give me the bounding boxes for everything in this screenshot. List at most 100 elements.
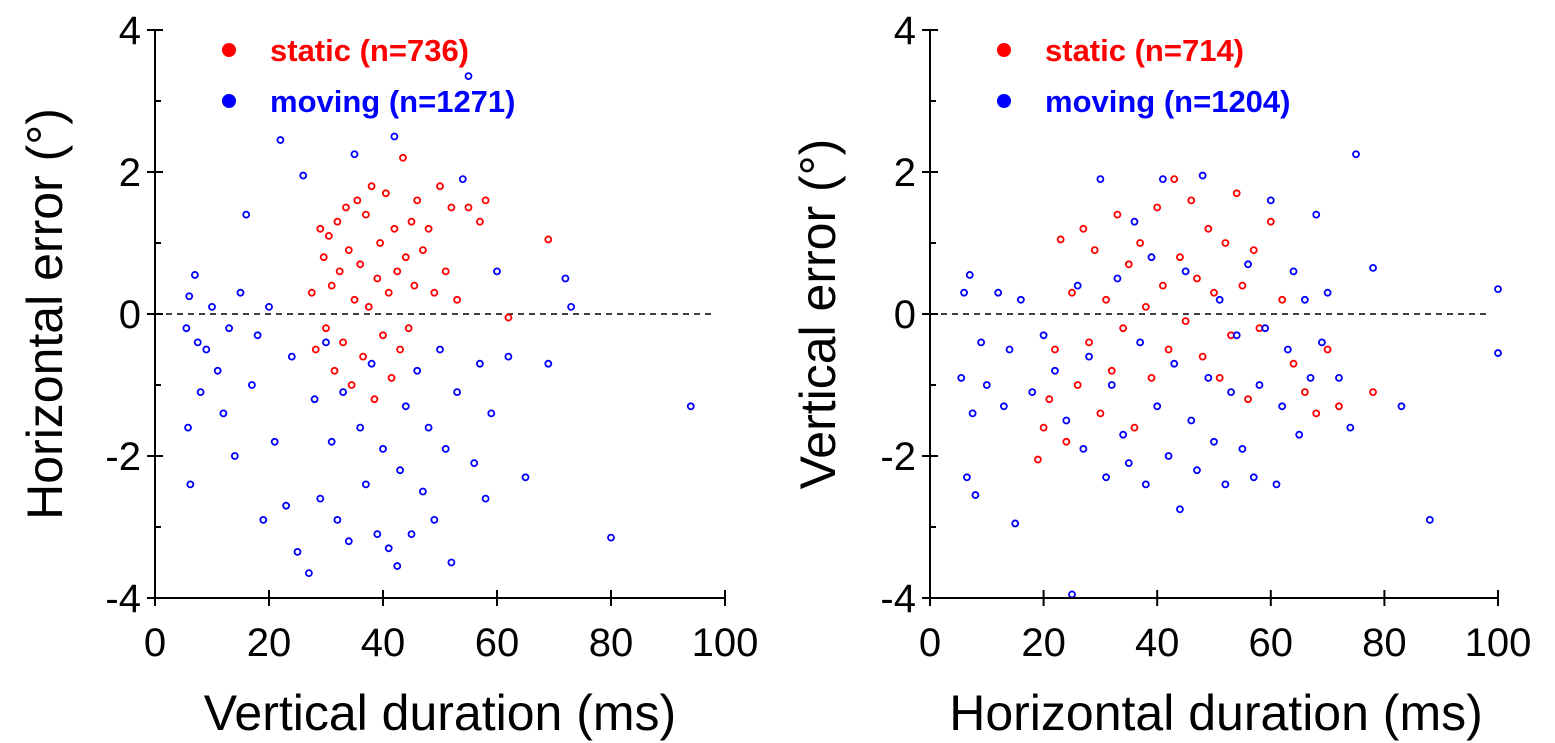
data-point [1300,295,1309,304]
data-point [1283,345,1292,354]
data-point [1079,224,1088,233]
data-point [1369,263,1377,272]
data-point [1204,224,1213,233]
data-point [504,313,513,322]
data-point [1102,473,1110,482]
data-point [1051,345,1059,354]
legend-marker [222,94,236,108]
legend-label: static (n=714) [1045,33,1244,68]
data-point [1289,267,1298,276]
data-point [1193,274,1201,283]
data-point [407,530,416,538]
data-point [399,153,407,162]
data-point [1181,267,1190,276]
data-point [1494,349,1502,357]
data-point [1318,338,1326,347]
data-point [1187,416,1196,425]
data-point [327,437,336,446]
data-point [458,175,467,184]
data-point [1232,189,1241,198]
data-point [1016,295,1025,304]
data-point [333,217,342,226]
data-point [1278,295,1287,304]
data-point [1170,175,1179,184]
data-point [393,562,402,570]
data-point [1153,203,1162,212]
data-point [1028,388,1037,397]
data-point [319,253,328,262]
data-point [379,444,387,453]
x-tick-label: 40 [1135,621,1180,665]
data-point [607,533,615,542]
legend: static (n=736) moving (n=1271) [222,33,516,119]
data-point [686,402,695,411]
data-point [1221,239,1230,247]
data-point [330,366,339,375]
y-tick-label: 2 [894,151,916,195]
data-point [1227,388,1235,397]
data-point [344,537,353,546]
data-point [1323,345,1332,354]
data-point [367,359,376,368]
x-axis-title: Horizontal duration (ms) [949,685,1483,741]
data-point [957,373,966,382]
data-point [453,388,462,397]
data-point [470,459,479,468]
y-tick-label: -4 [880,577,916,621]
data-point [1147,253,1156,262]
legend-label: moving (n=1204) [1045,84,1291,119]
data-point [347,381,356,389]
y-tick-label: 0 [119,293,141,337]
data-point [1176,505,1184,514]
x-tick-label: 0 [144,621,166,665]
x-tick-label: 80 [589,621,634,665]
data-point [447,203,456,212]
data-point [1261,324,1270,333]
data-point [1198,352,1207,361]
data-point [276,136,285,144]
data-point [1085,352,1093,361]
data-point [381,189,390,198]
data-point [1136,338,1145,347]
data-point [1011,519,1020,528]
data-point [404,324,413,333]
data-point [1266,217,1275,226]
legend-marker [997,94,1011,108]
data-point [1051,366,1059,375]
data-point [1107,366,1116,375]
data-point [373,530,382,538]
data-point [287,352,296,361]
data-point [401,402,410,411]
data-point [316,224,325,233]
data-point [410,281,419,290]
data-point [436,345,444,354]
data-point [487,409,496,418]
data-point [1176,253,1184,262]
data-point [1056,235,1065,244]
data-point [1158,281,1167,290]
data-point [342,203,350,212]
data-point [1323,288,1332,297]
x-tick-label: 0 [919,621,941,665]
data-point [230,452,239,460]
data-point [1232,331,1241,340]
data-point [521,473,530,482]
data-point [282,501,291,510]
data-point [344,246,353,255]
data-point [219,409,228,418]
data-point [1306,373,1315,382]
data-point [1130,217,1139,226]
data-point [544,235,553,244]
data-point [270,437,279,446]
data-point [1244,260,1252,269]
data-point [1085,338,1093,347]
data-point [322,324,330,333]
data-point [1238,281,1247,290]
data-point [464,72,473,81]
data-point [965,271,974,279]
data-point [1181,317,1190,326]
data-point [1153,402,1162,411]
data-point [1068,590,1076,599]
x-tick-label: 80 [1362,621,1407,665]
